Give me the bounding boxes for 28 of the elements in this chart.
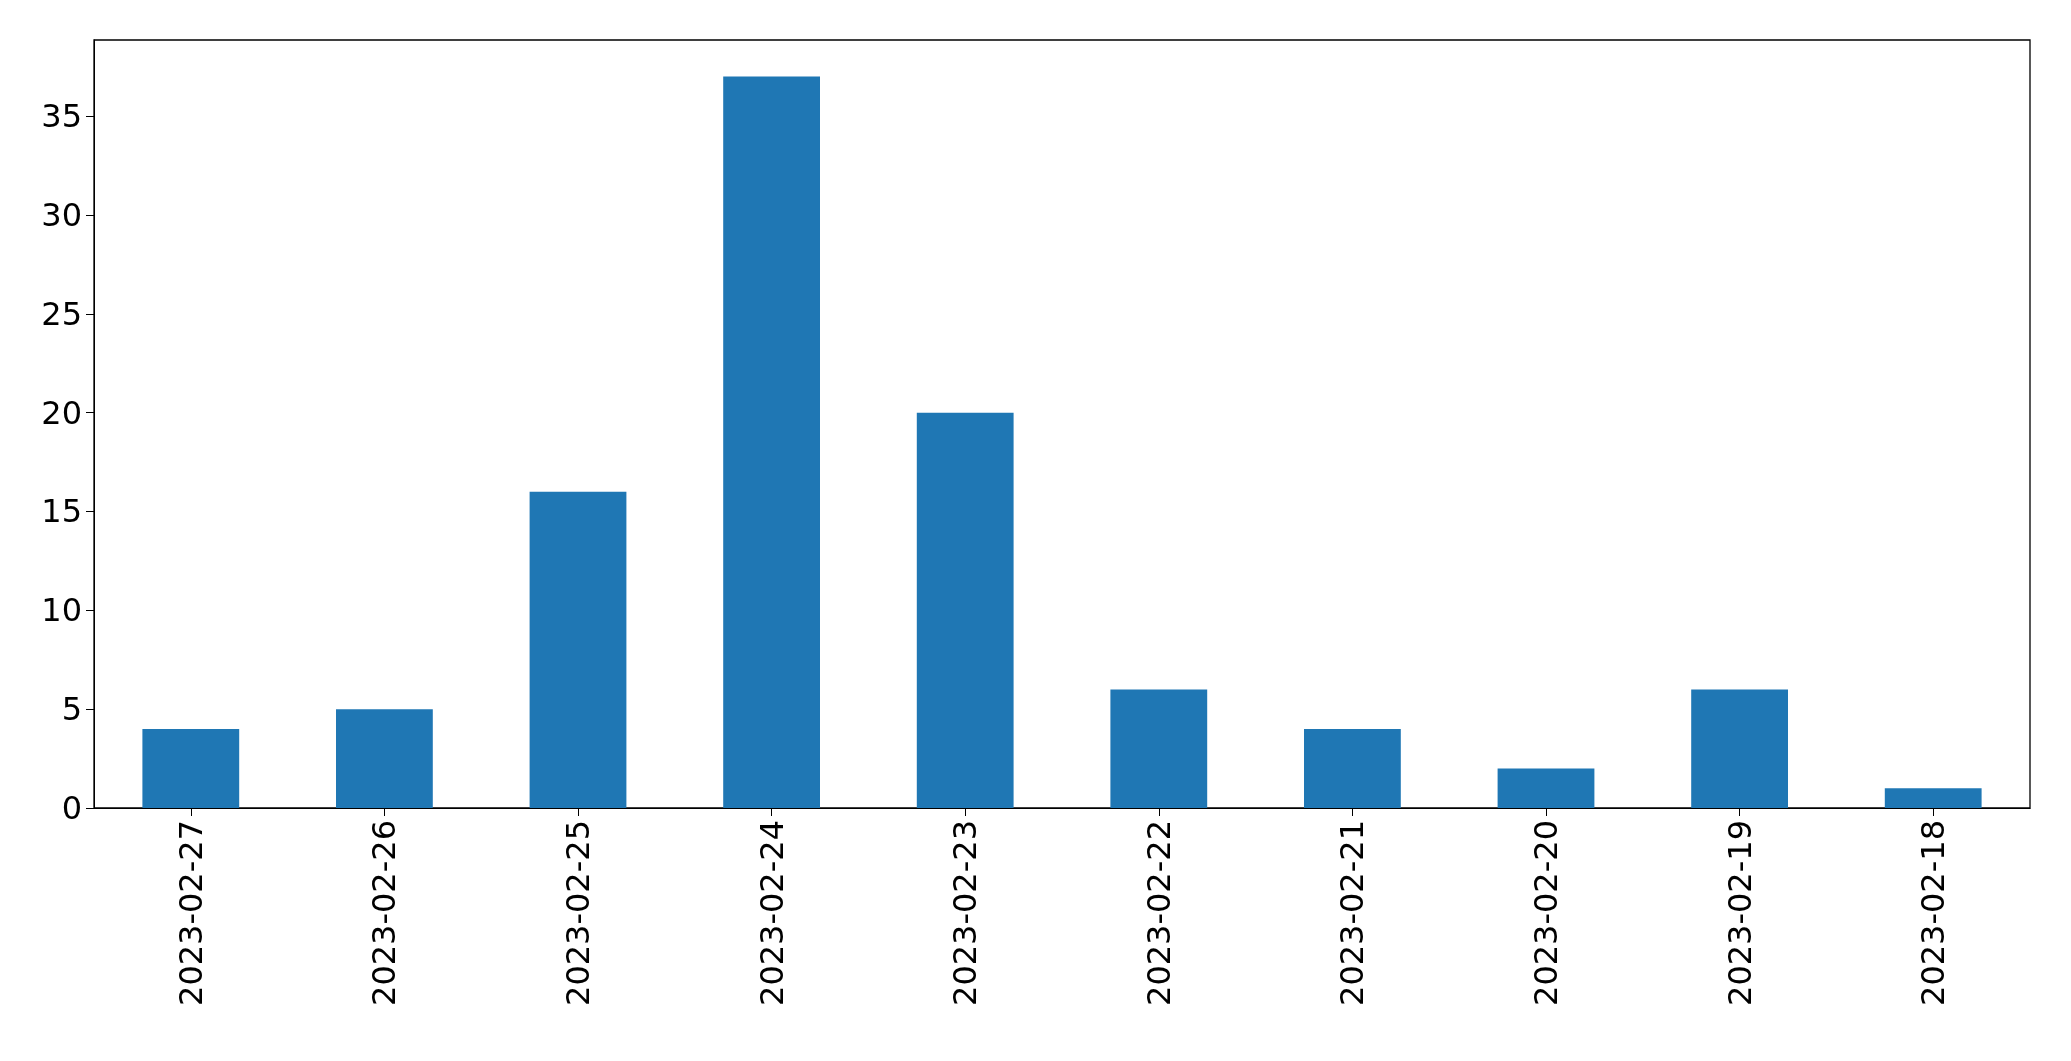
bar xyxy=(1691,689,1788,808)
y-tick-label: 20 xyxy=(41,393,82,432)
bar xyxy=(916,412,1014,808)
y-tick-label: 35 xyxy=(41,97,82,136)
bar xyxy=(723,76,820,808)
bar xyxy=(1110,689,1208,808)
y-tick-label: 15 xyxy=(41,492,82,531)
y-tick-label: 10 xyxy=(41,591,82,630)
x-tick-label: 2023-02-20 xyxy=(1527,820,1565,1006)
x-tick-label: 2023-02-26 xyxy=(365,820,404,1006)
bar xyxy=(336,709,433,808)
x-tick-label: 2023-02-21 xyxy=(1333,820,1372,1006)
x-tick-label: 2023-02-18 xyxy=(1914,820,1953,1006)
y-tick-label: 30 xyxy=(41,195,82,234)
x-tick-label: 2023-02-27 xyxy=(171,820,210,1006)
x-tick-label: 2023-02-22 xyxy=(1139,820,1178,1006)
x-tick-label: 2023-02-23 xyxy=(946,820,985,1006)
y-tick-label: 5 xyxy=(61,690,82,729)
bar xyxy=(529,491,627,808)
bar xyxy=(1304,728,1401,808)
x-tick-label: 2023-02-24 xyxy=(752,820,791,1006)
bar xyxy=(1884,788,1982,808)
y-tick-label: 0 xyxy=(61,789,82,827)
x-tick-label: 2023-02-25 xyxy=(559,820,597,1006)
x-tick-label: 2023-02-19 xyxy=(1720,820,1759,1006)
bar xyxy=(142,728,240,808)
bar xyxy=(1497,768,1595,808)
y-tick-label: 25 xyxy=(41,294,82,333)
